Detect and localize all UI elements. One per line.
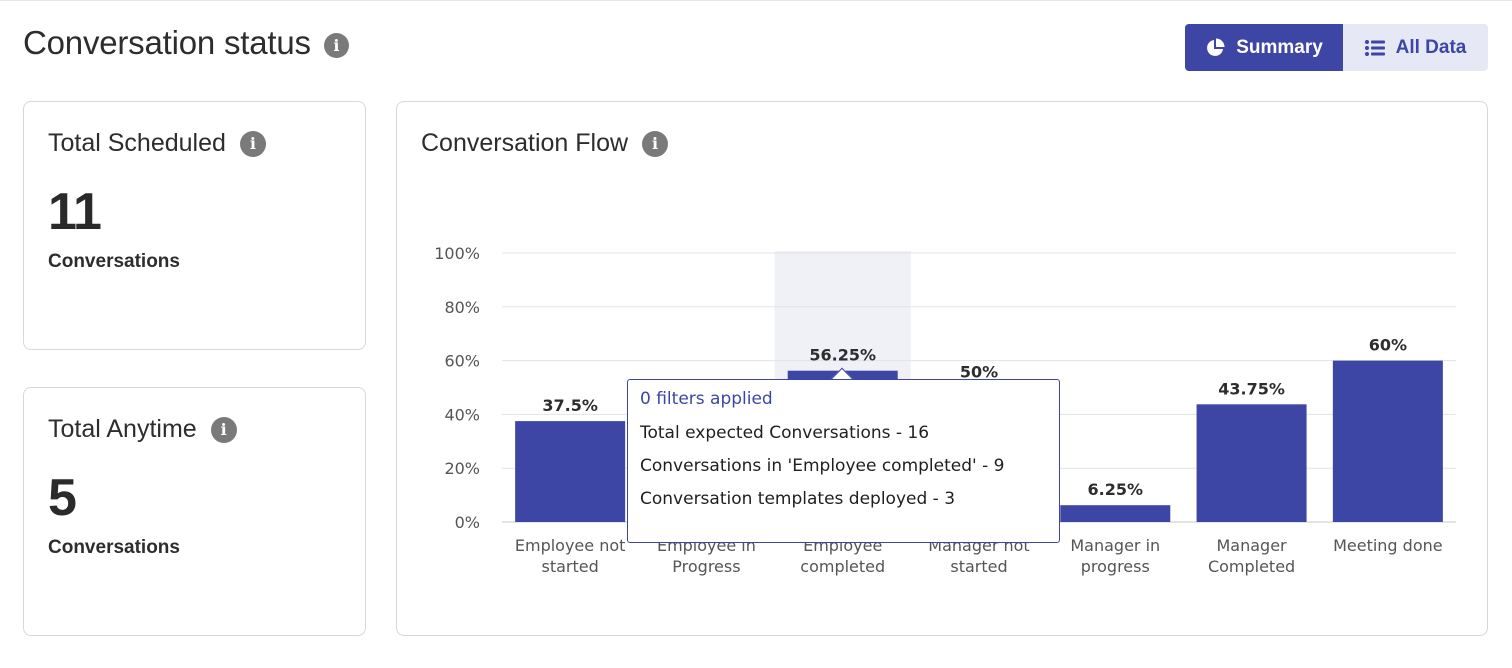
list-icon [1364, 39, 1385, 57]
data-label: 60% [1369, 336, 1407, 355]
x-tick-label: Manager in [1070, 536, 1160, 555]
conversation-flow-title-text: Conversation Flow [421, 129, 629, 157]
conversation-flow-card: Conversation Flow i [396, 101, 1488, 636]
view-toggle: Summary All Data [1185, 24, 1488, 71]
bar[interactable] [1060, 505, 1171, 522]
total-scheduled-unit: Conversations [48, 251, 180, 272]
data-label: 37.5% [542, 396, 598, 415]
y-tick-label: 40% [444, 405, 480, 424]
y-tick-label: 0% [455, 513, 480, 532]
data-label: 6.25% [1088, 480, 1144, 499]
total-anytime-unit: Conversations [48, 537, 180, 558]
bar[interactable] [515, 421, 626, 522]
x-tick-label: started [542, 557, 599, 576]
info-icon[interactable]: i [239, 130, 266, 157]
x-tick-label: Completed [1208, 557, 1295, 576]
total-scheduled-value: 11 [48, 183, 102, 241]
x-tick-label: Manager [1217, 536, 1288, 555]
all-data-label: All Data [1395, 36, 1467, 58]
all-data-button[interactable]: All Data [1343, 24, 1488, 71]
chart-tooltip: 0 filters applied Total expected Convers… [627, 379, 1060, 543]
info-icon[interactable]: i [642, 130, 669, 157]
info-icon[interactable]: i [210, 416, 237, 443]
conversation-flow-title: Conversation Flow i [421, 129, 669, 158]
total-scheduled-card: Total Scheduled i 11 Conversations [23, 101, 366, 350]
tooltip-line: Total expected Conversations - 16 [640, 423, 930, 443]
data-label: 56.25% [809, 346, 876, 365]
total-anytime-title: Total Anytime i [48, 415, 237, 444]
total-scheduled-title-text: Total Scheduled [48, 129, 226, 157]
x-tick-label: Progress [672, 557, 740, 576]
total-anytime-value: 5 [48, 469, 77, 527]
x-tick-label: progress [1081, 557, 1150, 576]
x-tick-label: completed [800, 557, 885, 576]
tooltip-header: 0 filters applied [640, 389, 773, 409]
x-tick-label: started [950, 557, 1007, 576]
page-title: Conversation status i [23, 24, 349, 62]
top-divider [0, 0, 1512, 1]
summary-button[interactable]: Summary [1185, 24, 1343, 71]
info-icon[interactable]: i [323, 32, 349, 58]
tooltip-line: Conversation templates deployed - 3 [640, 489, 956, 509]
y-tick-label: 80% [444, 298, 480, 317]
x-tick-label: Meeting done [1333, 536, 1443, 555]
bar[interactable] [1196, 404, 1307, 522]
data-label: 43.75% [1218, 379, 1285, 398]
data-label: 50% [960, 363, 998, 382]
pie-chart-icon [1205, 38, 1225, 58]
page-title-text: Conversation status [23, 24, 311, 61]
y-tick-label: 100% [434, 244, 480, 263]
tooltip-line: Conversations in 'Employee completed' - … [640, 456, 1005, 476]
total-anytime-card: Total Anytime i 5 Conversations [23, 387, 366, 636]
summary-label: Summary [1236, 36, 1323, 58]
y-tick-label: 20% [444, 459, 480, 478]
total-anytime-title-text: Total Anytime [48, 415, 197, 443]
x-tick-label: Employee not [515, 536, 626, 555]
y-tick-label: 60% [444, 352, 480, 371]
bar[interactable] [1332, 360, 1443, 522]
total-scheduled-title: Total Scheduled i [48, 129, 266, 158]
